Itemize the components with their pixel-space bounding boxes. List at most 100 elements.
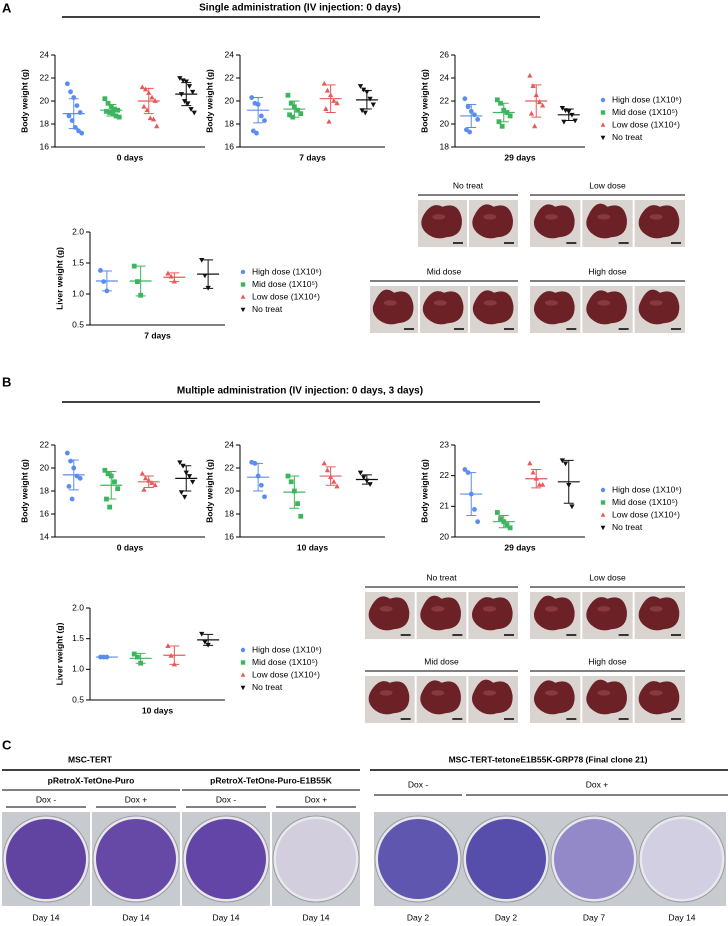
liver <box>471 679 513 715</box>
error-bar <box>143 475 154 489</box>
photo-group-label: Mid dose <box>427 266 462 276</box>
point <box>64 450 70 456</box>
panel-title: Multiple administration (IV injection: 0… <box>177 386 423 397</box>
point <box>357 470 364 476</box>
point <box>298 111 304 117</box>
point <box>107 110 113 115</box>
point <box>202 639 208 645</box>
plate-rim <box>272 815 360 903</box>
liver-highlight <box>483 300 497 306</box>
y-tick-label: 24 <box>440 72 450 82</box>
liver-highlight <box>379 606 393 612</box>
legend-marker <box>240 672 246 677</box>
error-bar <box>563 108 574 122</box>
point <box>324 467 331 473</box>
point <box>475 117 481 122</box>
point <box>295 501 300 507</box>
legend-marker <box>240 282 246 287</box>
legend-marker <box>600 97 606 103</box>
point <box>102 467 108 473</box>
section-title: MSC-TERT-tetoneE1B55K-GRP78 (Final clone… <box>449 754 648 764</box>
point <box>116 114 122 120</box>
point <box>102 96 108 102</box>
legend-label: Low dose (1X10⁴) <box>612 509 680 519</box>
point <box>142 86 149 92</box>
y-tick-label: 18 <box>225 508 235 518</box>
error-bar <box>498 515 509 529</box>
point <box>74 103 80 108</box>
condition-label: Dox + <box>125 794 147 804</box>
x-axis-label: 7 days <box>299 152 326 162</box>
point <box>188 107 194 112</box>
point <box>572 118 578 124</box>
plate-stain <box>276 819 356 899</box>
legend-marker <box>240 307 246 313</box>
legend-label: Mid dose (1X10⁵) <box>252 279 318 289</box>
point <box>321 80 327 86</box>
day-label: Day 2 <box>407 912 429 922</box>
y-tick-label: 1.5 <box>72 633 84 643</box>
y-axis-label: Body weight (g) <box>419 69 429 133</box>
point <box>115 486 121 492</box>
liver <box>638 205 680 239</box>
error-bar <box>143 87 154 115</box>
liver-highlight <box>649 300 663 306</box>
point <box>64 81 70 87</box>
liver-highlight <box>649 214 663 220</box>
point <box>258 482 264 488</box>
x-axis-label: 0 days <box>117 542 144 552</box>
point <box>321 460 327 466</box>
x-axis-label: 10 days <box>297 542 328 552</box>
y-tick-label: 18 <box>440 141 450 151</box>
liver <box>422 291 464 325</box>
day-label: Day 14 <box>303 912 330 922</box>
point <box>68 89 73 95</box>
photo-group-label: High dose <box>588 656 627 666</box>
error-bar <box>68 459 79 491</box>
point <box>527 72 533 78</box>
x-axis-label: 29 days <box>504 152 535 162</box>
point <box>139 84 145 90</box>
point <box>357 84 364 89</box>
y-tick-label: 22 <box>440 470 450 480</box>
panel-label: A <box>2 0 12 15</box>
point <box>530 83 536 88</box>
point <box>285 473 291 479</box>
liver <box>533 204 575 239</box>
error-bar <box>169 272 180 283</box>
liver-highlight <box>649 690 663 696</box>
legend-label: High dose (1X10⁶) <box>252 266 322 276</box>
liver-highlight <box>482 690 496 696</box>
legend-label: Mid dose (1X10⁵) <box>612 497 678 507</box>
y-tick-label: 22 <box>40 439 50 449</box>
point <box>362 110 368 116</box>
legend-marker <box>240 647 246 653</box>
liver <box>586 679 627 715</box>
legend-marker <box>240 269 246 275</box>
y-tick-label: 20 <box>225 95 235 105</box>
y-tick-label: 14 <box>40 531 50 541</box>
photo-group-label: Low dose <box>589 180 626 190</box>
point <box>101 279 107 284</box>
y-tick-label: 24 <box>225 439 235 449</box>
legend-label: Mid dose (1X10⁵) <box>252 657 318 667</box>
point <box>334 483 340 489</box>
error-bar <box>253 97 264 124</box>
y-tick-label: 22 <box>225 462 235 472</box>
liver <box>638 681 680 715</box>
point <box>68 458 73 464</box>
legend-label: Low dose (1X10⁴) <box>612 119 680 129</box>
error-bar <box>169 645 180 665</box>
condition-label: Dox + <box>586 779 608 789</box>
legend-marker <box>600 122 606 127</box>
day-label: Day 2 <box>495 912 517 922</box>
point <box>141 486 147 492</box>
legend-label: High dose (1X10⁶) <box>612 94 682 104</box>
condition-label: Dox - <box>216 794 236 804</box>
point <box>66 113 72 119</box>
point <box>465 104 471 110</box>
error-bar <box>531 84 542 118</box>
y-tick-label: 16 <box>40 508 50 518</box>
point <box>499 123 505 129</box>
photo-group-label: Mid dose <box>424 656 459 666</box>
